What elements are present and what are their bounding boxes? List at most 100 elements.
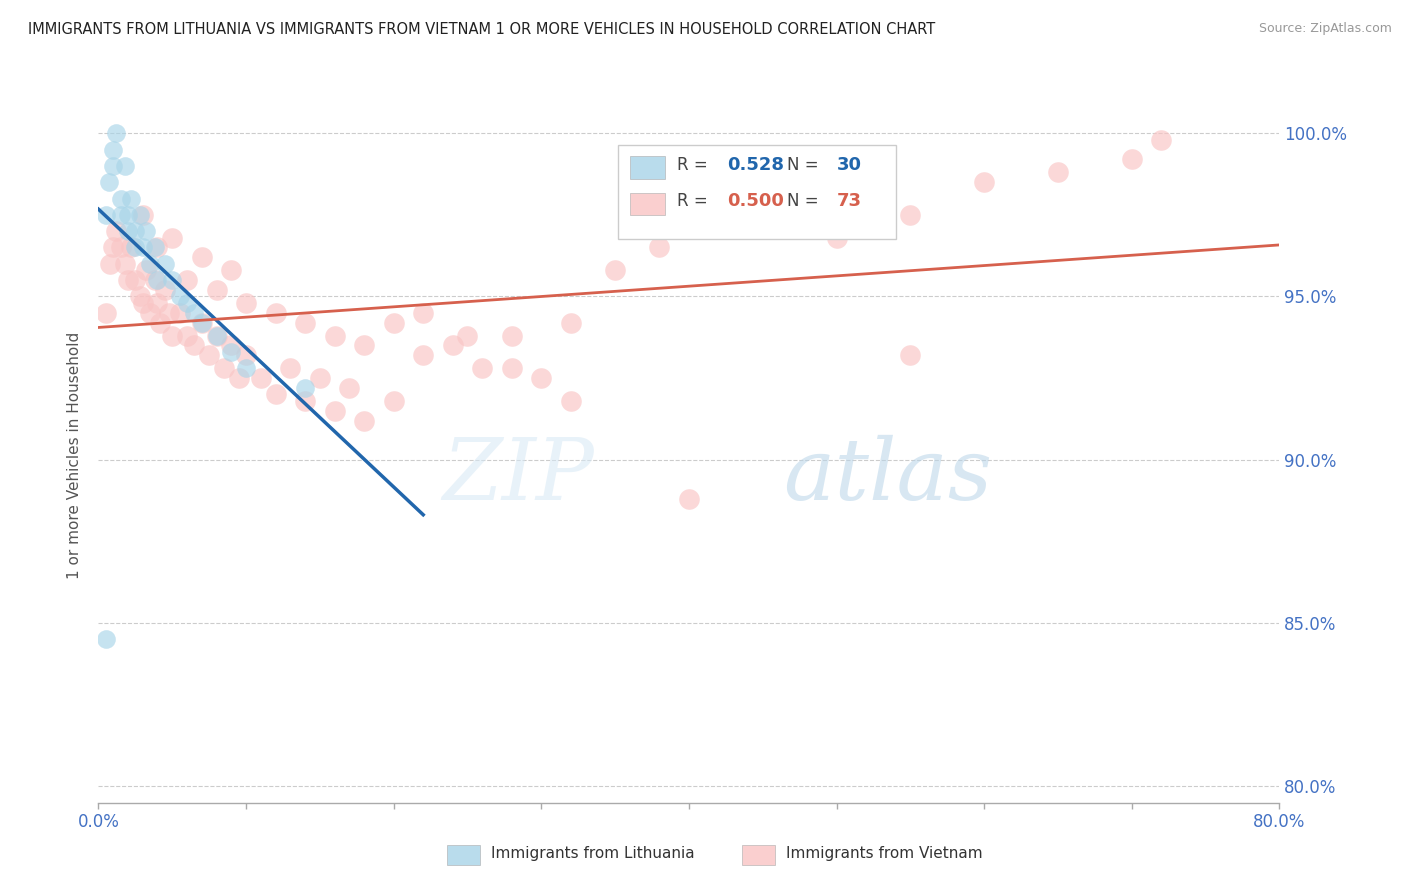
- Point: [139, 257, 162, 271]
- Point: [501, 328, 523, 343]
- Point: [157, 306, 180, 320]
- Point: [128, 289, 150, 303]
- Point: [205, 328, 228, 343]
- Point: [471, 361, 494, 376]
- Point: [120, 240, 142, 254]
- Point: [94, 208, 117, 222]
- Point: [900, 348, 922, 362]
- Point: [219, 263, 242, 277]
- Point: [900, 208, 922, 222]
- FancyBboxPatch shape: [630, 156, 665, 178]
- Point: [264, 306, 287, 320]
- Point: [560, 394, 582, 409]
- Point: [198, 348, 221, 362]
- Text: Immigrants from Vietnam: Immigrants from Vietnam: [786, 847, 983, 861]
- Point: [235, 296, 257, 310]
- Point: [103, 240, 125, 254]
- Text: Immigrants from Lithuania: Immigrants from Lithuania: [491, 847, 695, 861]
- Point: [294, 394, 316, 409]
- Point: [132, 208, 155, 222]
- Point: [560, 316, 582, 330]
- Y-axis label: 1 or more Vehicles in Household: 1 or more Vehicles in Household: [67, 331, 83, 579]
- Point: [605, 263, 627, 277]
- Point: [139, 306, 162, 320]
- Point: [264, 387, 287, 401]
- Point: [143, 273, 166, 287]
- Point: [143, 240, 166, 254]
- Point: [228, 371, 250, 385]
- Point: [132, 296, 155, 310]
- Text: Source: ZipAtlas.com: Source: ZipAtlas.com: [1258, 22, 1392, 36]
- Point: [501, 361, 523, 376]
- Point: [135, 263, 157, 277]
- Point: [124, 273, 146, 287]
- Point: [103, 159, 125, 173]
- Point: [382, 316, 405, 330]
- Point: [1046, 165, 1069, 179]
- Point: [412, 348, 434, 362]
- Point: [382, 394, 405, 409]
- Point: [1150, 133, 1173, 147]
- Point: [973, 175, 995, 189]
- Point: [162, 273, 183, 287]
- Point: [441, 338, 464, 352]
- Text: R =: R =: [678, 156, 713, 174]
- Point: [105, 126, 128, 140]
- Text: 0.500: 0.500: [727, 192, 783, 210]
- Text: N =: N =: [787, 192, 824, 210]
- Point: [191, 316, 214, 330]
- Point: [169, 289, 191, 303]
- Point: [117, 273, 139, 287]
- Point: [323, 404, 346, 418]
- Point: [191, 250, 214, 264]
- Point: [278, 361, 302, 376]
- Point: [250, 371, 273, 385]
- Point: [114, 257, 136, 271]
- Point: [105, 224, 128, 238]
- Text: 73: 73: [837, 192, 862, 210]
- Point: [176, 273, 198, 287]
- Point: [146, 296, 169, 310]
- Point: [648, 240, 671, 254]
- Point: [94, 306, 117, 320]
- Point: [339, 381, 360, 395]
- Point: [678, 491, 700, 506]
- Point: [110, 192, 132, 206]
- Point: [212, 361, 235, 376]
- Point: [825, 230, 848, 244]
- Point: [1121, 153, 1143, 167]
- Point: [117, 224, 139, 238]
- Text: 30: 30: [837, 156, 862, 174]
- FancyBboxPatch shape: [619, 145, 896, 239]
- Point: [707, 218, 730, 232]
- Point: [124, 224, 146, 238]
- Point: [235, 348, 257, 362]
- Point: [766, 198, 789, 212]
- Text: 0.528: 0.528: [727, 156, 783, 174]
- Point: [183, 338, 205, 352]
- Point: [110, 208, 132, 222]
- Point: [294, 381, 316, 395]
- Point: [530, 371, 553, 385]
- Point: [153, 257, 176, 271]
- Point: [97, 175, 120, 189]
- Point: [146, 273, 169, 287]
- Text: R =: R =: [678, 192, 713, 210]
- Text: ZIP: ZIP: [443, 434, 595, 517]
- Point: [294, 316, 316, 330]
- Point: [456, 328, 478, 343]
- Point: [412, 306, 434, 320]
- Point: [153, 283, 176, 297]
- Point: [110, 240, 132, 254]
- Point: [124, 240, 146, 254]
- Point: [135, 224, 157, 238]
- Point: [162, 230, 183, 244]
- Point: [98, 257, 121, 271]
- Point: [353, 414, 375, 428]
- Point: [219, 345, 242, 359]
- Point: [117, 208, 139, 222]
- FancyBboxPatch shape: [447, 845, 479, 865]
- Point: [132, 240, 155, 254]
- Point: [94, 632, 117, 647]
- Point: [176, 296, 198, 310]
